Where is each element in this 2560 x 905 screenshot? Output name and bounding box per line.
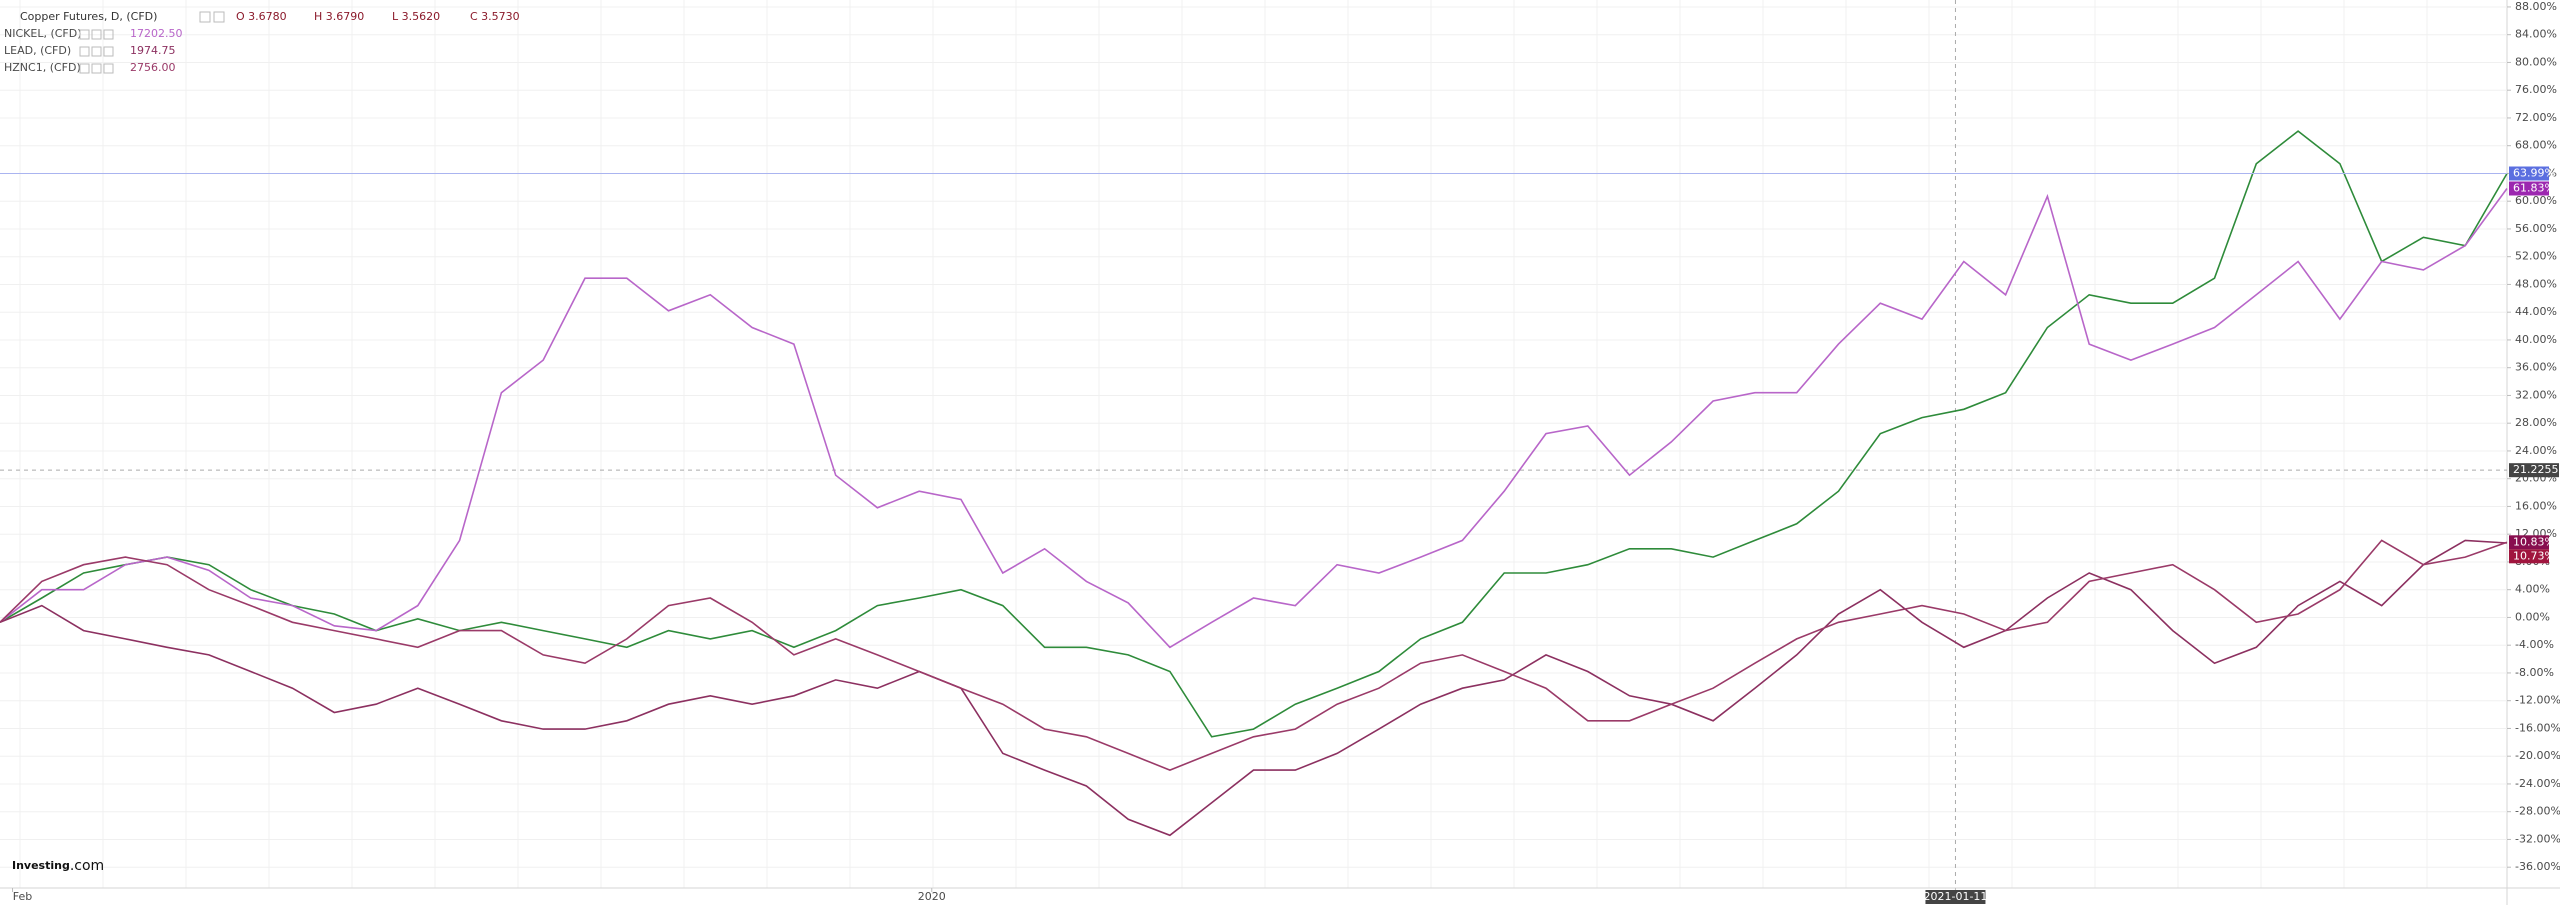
legend-ohlc: L 3.5620 [392, 10, 440, 23]
last-value-label: 10.83% [2513, 535, 2555, 548]
y-tick-label: 24.00% [2515, 444, 2557, 457]
y-tick-label: -28.00% [2515, 805, 2560, 818]
y-tick-label: 76.00% [2515, 83, 2557, 96]
y-tick-label: -32.00% [2515, 832, 2560, 845]
y-tick-label: 44.00% [2515, 305, 2557, 318]
y-tick-label: 32.00% [2515, 388, 2557, 401]
y-tick-label: -8.00% [2515, 666, 2554, 679]
y-tick-label: 16.00% [2515, 499, 2557, 512]
crosshair-date-tag [1925, 890, 1986, 904]
last-value-tag [2509, 549, 2549, 564]
series-line [0, 539, 2508, 771]
crosshair-label: 21.2255 [2513, 463, 2559, 476]
x-tick-label: 2021-01-11 [1923, 890, 1987, 903]
legend-button[interactable] [79, 46, 90, 57]
watermark-domain: .com [70, 858, 104, 874]
legend-button[interactable] [199, 11, 211, 23]
legend-ohlc: H 3.6790 [314, 10, 364, 23]
y-tick-label: -4.00% [2515, 638, 2554, 651]
y-tick-label: 60.00% [2515, 194, 2557, 207]
legend-value: 1974.75 [130, 44, 176, 57]
y-tick-label: 56.00% [2515, 222, 2557, 235]
x-tick-label: 2020 [918, 890, 946, 903]
y-tick-label: 4.00% [2515, 583, 2550, 596]
last-value-tag [2509, 181, 2549, 196]
watermark: Investing.com [12, 858, 104, 874]
x-tick-label: Feb [13, 890, 32, 903]
legend-value: 2756.00 [130, 61, 176, 74]
crosshair-tag [2509, 463, 2559, 478]
y-tick-label: -20.00% [2515, 749, 2560, 762]
legend-button[interactable] [91, 46, 102, 57]
y-tick-label: 84.00% [2515, 28, 2557, 41]
y-tick-label: 48.00% [2515, 277, 2557, 290]
y-tick-label: 36.00% [2515, 361, 2557, 374]
last-value-label: 63.99% [2513, 167, 2555, 180]
series-line [0, 539, 2508, 837]
watermark-brand: Investing [12, 859, 70, 872]
legend-ohlc: C 3.5730 [470, 10, 520, 23]
y-tick-label: 52.00% [2515, 250, 2557, 263]
vertical-grid [19, 0, 2428, 888]
y-tick-label: 0.00% [2515, 610, 2550, 623]
legend-title: Copper Futures, D, (CFD) [20, 10, 157, 23]
y-tick-label: -16.00% [2515, 721, 2560, 734]
legend-button[interactable] [91, 29, 102, 40]
legend-button[interactable] [103, 29, 114, 40]
series-line [0, 130, 2508, 738]
legend-button[interactable] [79, 29, 90, 40]
legend-button[interactable] [91, 63, 102, 74]
legend-button[interactable] [103, 46, 114, 57]
y-tick-label: 80.00% [2515, 55, 2557, 68]
last-value-label: 10.73% [2513, 549, 2555, 562]
y-tick-label: -24.00% [2515, 777, 2560, 790]
legend-name: LEAD, (CFD) [4, 44, 71, 57]
last-value-tag [2509, 535, 2549, 550]
y-tick-label: 28.00% [2515, 416, 2557, 429]
legend-name: HZNC1, (CFD) [4, 61, 81, 74]
legend-value: 17202.50 [130, 27, 183, 40]
y-tick-label: 68.00% [2515, 139, 2557, 152]
legend-button[interactable] [79, 63, 90, 74]
y-tick-label: 40.00% [2515, 333, 2557, 346]
legend-button[interactable] [103, 63, 114, 74]
last-value-tag [2509, 166, 2549, 181]
y-tick-label: 72.00% [2515, 111, 2557, 124]
legend-ohlc: O 3.6780 [236, 10, 287, 23]
last-value-label: 61.83% [2513, 181, 2555, 194]
y-tick-label: -36.00% [2515, 860, 2560, 873]
legend-name: NICKEL, (CFD) [4, 27, 82, 40]
series-line [0, 188, 2508, 649]
y-tick-label: -12.00% [2515, 694, 2560, 707]
legend-button[interactable] [213, 11, 225, 23]
y-tick-label: 88.00% [2515, 0, 2557, 13]
